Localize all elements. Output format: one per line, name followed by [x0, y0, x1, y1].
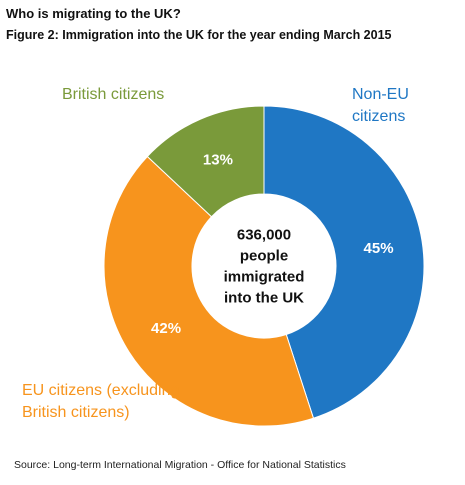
donut-slice-3 [146, 105, 265, 218]
donut-slice-1 [263, 105, 425, 419]
slice-value-label-2: 42% [151, 320, 181, 337]
legend-label-eu-line2: British citizens) [22, 404, 130, 421]
slice-value-label-3: 13% [203, 152, 233, 169]
source-note: Source: Long-term International Migratio… [14, 459, 346, 471]
center-label-line-2: people [240, 248, 288, 265]
legend-label-non-eu: Non-EU citizens [352, 86, 409, 125]
center-label-line-1: 636,000 [237, 227, 291, 244]
legend-label-eu-line1: EU citizens (excluding [22, 382, 180, 399]
slice-value-label-1: 45% [364, 240, 394, 257]
legend-label-eu: EU citizens (excluding British citizens) [22, 380, 182, 424]
chart-subtitle: Figure 2: Immigration into the UK for th… [6, 28, 392, 42]
chart-title: Who is migrating to the UK? [6, 6, 181, 21]
donut-slice-2 [103, 155, 315, 427]
center-label-line-4: into the UK [224, 290, 304, 307]
center-label-line-3: immigrated [224, 269, 305, 286]
legend-label-british: British citizens [62, 86, 165, 103]
